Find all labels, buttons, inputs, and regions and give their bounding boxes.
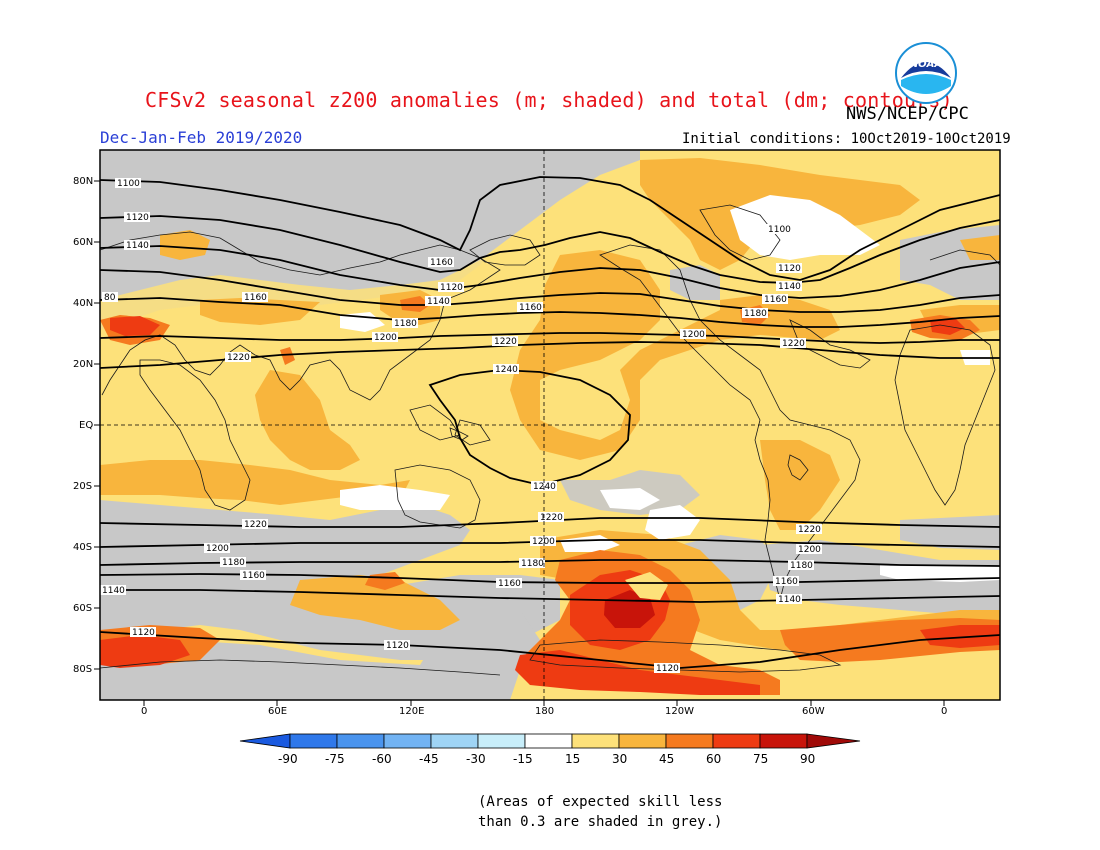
anomaly-60-75 bbox=[100, 316, 1000, 695]
svg-text:1200: 1200 bbox=[206, 544, 229, 554]
svg-text:1120: 1120 bbox=[132, 628, 155, 638]
agency-label: NWS/NCEP/CPC bbox=[846, 104, 969, 124]
lat-label: 20S bbox=[73, 481, 93, 492]
lat-label: 60N bbox=[73, 237, 94, 248]
svg-text:1180: 1180 bbox=[394, 319, 417, 329]
svg-text:1120: 1120 bbox=[778, 264, 801, 274]
svg-text:1100: 1100 bbox=[117, 179, 140, 189]
colorbar-tick-label: 90 bbox=[800, 752, 816, 766]
lon-label: 60E bbox=[268, 706, 288, 717]
svg-text:1160: 1160 bbox=[775, 577, 798, 587]
svg-text:1240: 1240 bbox=[495, 365, 518, 375]
svg-text:1200: 1200 bbox=[374, 333, 397, 343]
svg-text:1120: 1120 bbox=[386, 641, 409, 651]
svg-text:1180: 1180 bbox=[521, 559, 544, 569]
svg-text:1140: 1140 bbox=[102, 586, 125, 596]
lat-label: 80S bbox=[73, 664, 93, 675]
svg-text:80: 80 bbox=[104, 293, 116, 303]
svg-text:1120: 1120 bbox=[656, 664, 679, 674]
svg-text:1100: 1100 bbox=[768, 225, 791, 235]
svg-text:1120: 1120 bbox=[440, 283, 463, 293]
colorbar-tick-label: -75 bbox=[325, 752, 345, 766]
lat-label: EQ bbox=[79, 420, 94, 431]
period-label: Dec-Jan-Feb 2019/2020 bbox=[100, 128, 303, 147]
svg-text:1160: 1160 bbox=[519, 303, 542, 313]
svg-text:1200: 1200 bbox=[532, 537, 555, 547]
map-field: 1100 1120 1140 80 1160 1180 1200 1220 11… bbox=[100, 150, 1000, 700]
colorbar-tick-label: 45 bbox=[659, 752, 675, 766]
lat-label: 60S bbox=[73, 603, 93, 614]
svg-text:1220: 1220 bbox=[227, 353, 250, 363]
lat-label: 20N bbox=[73, 359, 94, 370]
svg-text:1200: 1200 bbox=[798, 545, 821, 555]
svg-text:1200: 1200 bbox=[682, 330, 705, 340]
svg-text:1140: 1140 bbox=[778, 595, 801, 605]
svg-text:1140: 1140 bbox=[778, 282, 801, 292]
lat-label: 80N bbox=[73, 176, 94, 187]
svg-text:1160: 1160 bbox=[498, 579, 521, 589]
colorbar-tick-label: -60 bbox=[372, 752, 392, 766]
svg-text:1220: 1220 bbox=[540, 513, 563, 523]
lon-label: 0 bbox=[141, 706, 148, 717]
svg-text:1140: 1140 bbox=[126, 241, 149, 251]
low-skill-areas bbox=[100, 150, 1000, 700]
map-title: CFSv2 seasonal z200 anomalies (m; shaded… bbox=[145, 88, 953, 112]
lon-label: 120E bbox=[399, 706, 425, 717]
footnote-line: (Areas of expected skill less bbox=[478, 794, 723, 810]
lon-label: 0 bbox=[941, 706, 948, 717]
noaa-logo-icon: NOAA bbox=[895, 42, 957, 104]
colorbar-tick-label: 30 bbox=[612, 752, 628, 766]
skill-footnote: (Areas of expected skill less than 0.3 a… bbox=[478, 792, 722, 832]
lat-label: 40S bbox=[73, 542, 93, 553]
svg-text:1160: 1160 bbox=[764, 295, 787, 305]
axis-ticks bbox=[94, 180, 945, 706]
svg-text:1140: 1140 bbox=[427, 297, 450, 307]
svg-text:1220: 1220 bbox=[782, 339, 805, 349]
lat-label: 40N bbox=[73, 298, 94, 309]
colorbar-tick-label: -45 bbox=[419, 752, 439, 766]
colorbar-tick-label: 60 bbox=[706, 752, 722, 766]
svg-text:1160: 1160 bbox=[430, 258, 453, 268]
footnote-line: than 0.3 are shaded in grey.) bbox=[478, 814, 723, 830]
contour-labels: 1100 1120 1140 80 1160 1180 1200 1220 11… bbox=[100, 178, 822, 674]
colorbar-tick-label: -90 bbox=[278, 752, 298, 766]
svg-text:1160: 1160 bbox=[242, 571, 265, 581]
svg-text:1160: 1160 bbox=[244, 293, 267, 303]
colorbar-tick-label: -15 bbox=[513, 752, 533, 766]
logo-text: NOAA bbox=[910, 59, 942, 70]
svg-text:1240: 1240 bbox=[533, 482, 556, 492]
lon-label: 60W bbox=[802, 706, 825, 717]
colorbar-tick-label: -30 bbox=[466, 752, 486, 766]
svg-text:1220: 1220 bbox=[244, 520, 267, 530]
colorbar-high-arrow bbox=[806, 733, 861, 749]
initial-conditions-label: Initial conditions: 10Oct2019-10Oct2019 bbox=[682, 131, 1011, 147]
anomaly-hole bbox=[625, 572, 668, 600]
colorbar bbox=[239, 733, 861, 749]
svg-text:1220: 1220 bbox=[798, 525, 821, 535]
colorbar-tick-label: 15 bbox=[565, 752, 581, 766]
svg-text:1180: 1180 bbox=[744, 309, 767, 319]
svg-text:1120: 1120 bbox=[126, 213, 149, 223]
svg-text:1180: 1180 bbox=[790, 561, 813, 571]
svg-text:1180: 1180 bbox=[222, 558, 245, 568]
lon-label: 180 bbox=[535, 706, 555, 717]
colorbar-low-arrow bbox=[239, 733, 291, 749]
svg-text:1220: 1220 bbox=[494, 337, 517, 347]
colorbar-tick-label: 75 bbox=[753, 752, 769, 766]
lon-label: 120W bbox=[665, 706, 694, 717]
